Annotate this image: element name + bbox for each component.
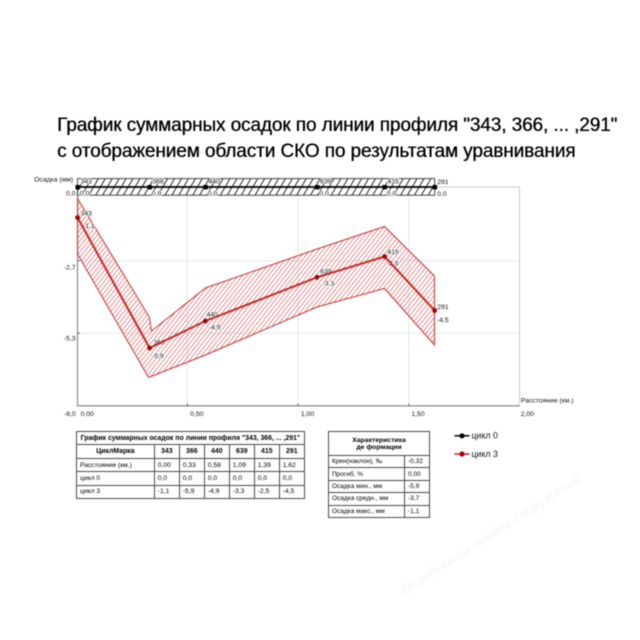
- svg-text:343: 343: [81, 210, 93, 217]
- svg-text:Расстояние (км.): Расстояние (км.): [521, 398, 574, 405]
- svg-text:1,00: 1,00: [301, 411, 314, 418]
- svg-text:0,00: 0,00: [81, 411, 94, 418]
- svg-text:-5,9: -5,9: [152, 353, 164, 360]
- svg-text:291: 291: [437, 179, 449, 186]
- svg-text:0,50: 0,50: [190, 411, 203, 418]
- svg-text:440: 440: [207, 312, 219, 319]
- svg-text:-5,3: -5,3: [64, 336, 76, 343]
- svg-text:-3,3: -3,3: [323, 281, 335, 288]
- svg-text:639: 639: [320, 269, 332, 276]
- svg-text:2,00: 2,00: [521, 411, 534, 418]
- svg-text:415: 415: [388, 179, 400, 186]
- svg-text:291: 291: [437, 304, 449, 311]
- svg-text:-2,7: -2,7: [64, 265, 76, 272]
- svg-text:1,50: 1,50: [411, 411, 424, 418]
- svg-text:639: 639: [320, 179, 332, 186]
- svg-text:0,0: 0,0: [437, 191, 447, 198]
- svg-text:366: 366: [153, 179, 165, 186]
- svg-text:-4,5: -4,5: [437, 317, 449, 324]
- svg-text:Осадка (мм): Осадка (мм): [34, 177, 73, 184]
- svg-text:0,0: 0,0: [387, 191, 397, 198]
- svg-text:-1,1: -1,1: [83, 223, 95, 230]
- svg-text:0,0: 0,0: [319, 191, 329, 198]
- svg-text:цикл 3: цикл 3: [472, 449, 498, 459]
- svg-text:415: 415: [388, 249, 400, 256]
- svg-text:0,0: 0,0: [66, 191, 76, 198]
- svg-text:-4,9: -4,9: [209, 325, 221, 332]
- svg-text:440: 440: [209, 179, 221, 186]
- svg-text:0,0: 0,0: [80, 191, 90, 198]
- svg-text:-8,0: -8,0: [64, 411, 76, 418]
- svg-text:0,0: 0,0: [208, 191, 218, 198]
- svg-text:цикл 0: цикл 0: [472, 431, 498, 441]
- svg-text:343: 343: [81, 179, 93, 186]
- svg-text:0,0: 0,0: [152, 191, 162, 198]
